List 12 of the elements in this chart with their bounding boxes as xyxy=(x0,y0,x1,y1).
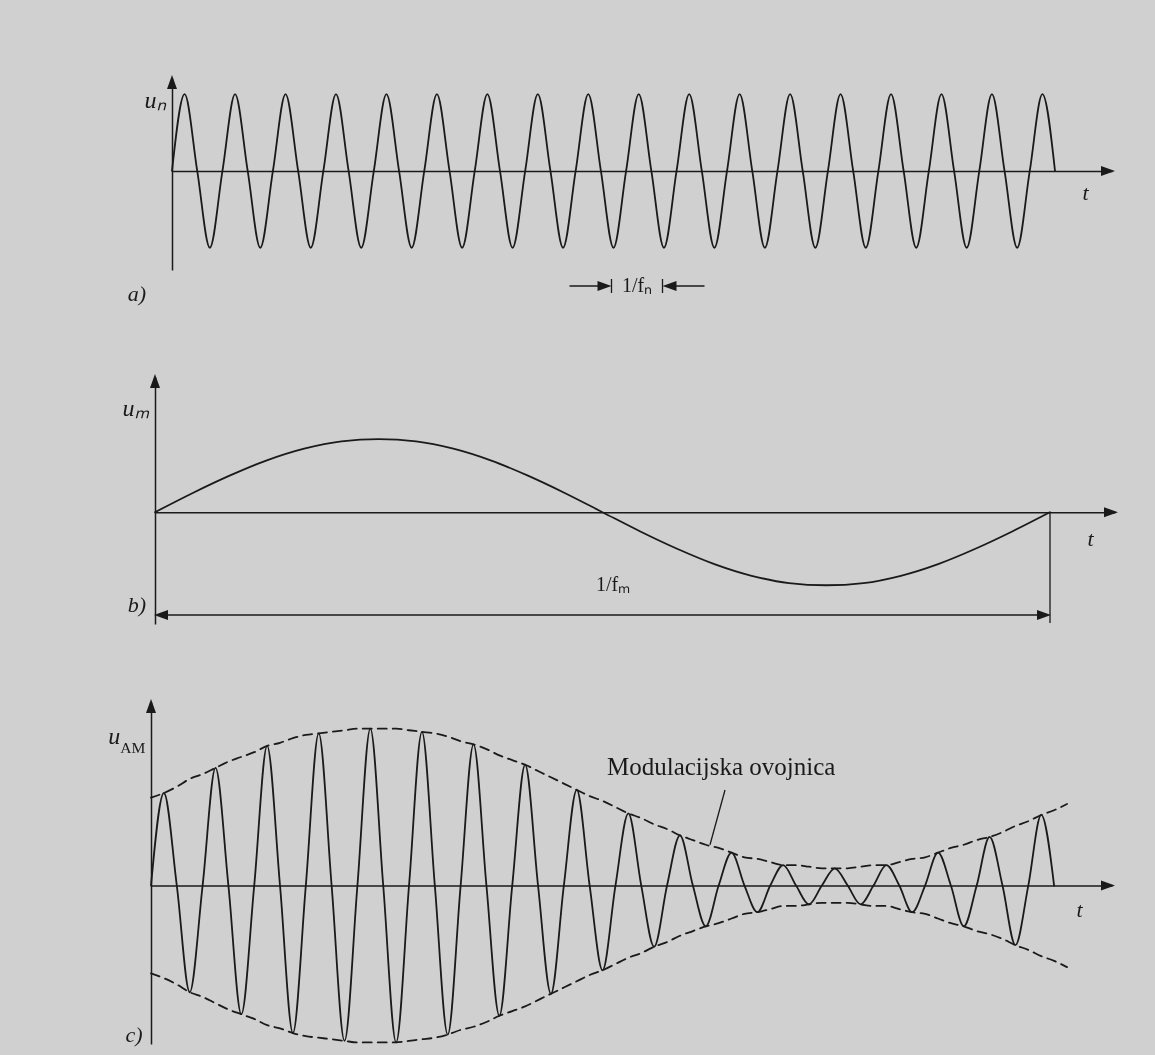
text: 1/fₙ xyxy=(621,274,653,296)
x-axis-title: t xyxy=(1082,180,1090,206)
text: b) xyxy=(127,592,147,617)
text: c) xyxy=(125,1022,143,1047)
y-axis-title: uₙ xyxy=(144,86,167,113)
annotation: 1/fₘ xyxy=(595,573,631,595)
x-axis-title: t xyxy=(1087,525,1095,551)
y-axis-title: uₘ xyxy=(122,394,150,421)
annotation: Modulacijska ovojnica xyxy=(607,753,836,780)
y-axis-title: u$_{AM}$ xyxy=(108,722,146,755)
x-axis-title: t xyxy=(1076,897,1084,923)
text: a) xyxy=(127,281,147,306)
